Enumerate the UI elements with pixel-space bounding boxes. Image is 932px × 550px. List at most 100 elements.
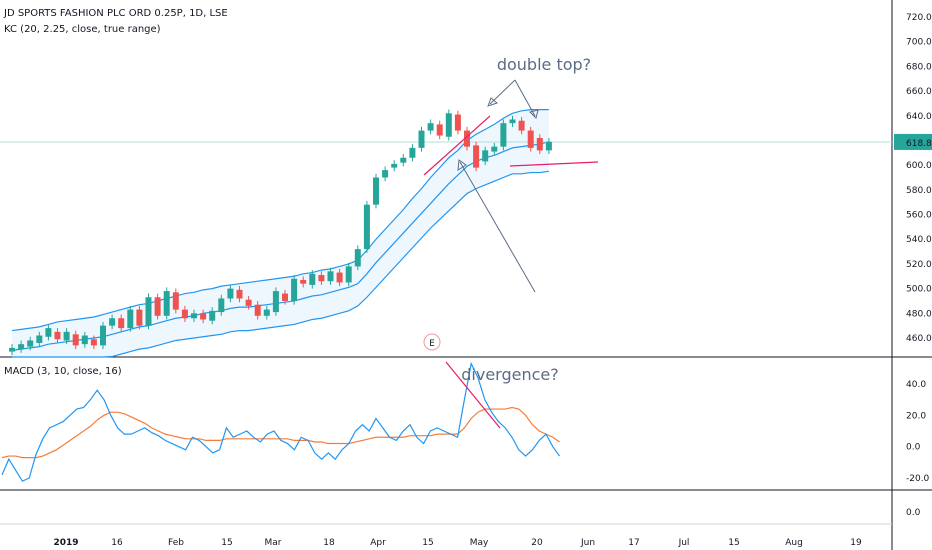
candle[interactable] (145, 297, 152, 326)
candle[interactable] (100, 325, 106, 346)
kc-upper-line (11, 108, 549, 332)
candle[interactable] (163, 291, 170, 316)
kc-lower-line (12, 170, 549, 358)
macd-indicator-label: MACD (3, 10, close, 16) (4, 366, 122, 377)
trendline-support[interactable] (509, 161, 599, 167)
price-tick-label: 540.0 (906, 235, 932, 245)
candle[interactable] (136, 309, 143, 326)
candle[interactable] (9, 347, 15, 352)
candle[interactable] (309, 273, 316, 285)
candle[interactable] (118, 318, 125, 329)
annotation-divergence: divergence? (461, 365, 558, 384)
candle[interactable] (464, 130, 470, 147)
candle[interactable] (254, 304, 261, 316)
arrowhead (487, 97, 499, 107)
time-tick-label: Feb (168, 538, 184, 548)
trendline-divergence[interactable] (445, 361, 501, 429)
candle[interactable] (345, 266, 352, 283)
candle[interactable] (172, 292, 179, 310)
candle[interactable] (527, 130, 534, 148)
candle[interactable] (445, 113, 452, 137)
kc-indicator-label: KC (20, 2.25, close, true range) (4, 24, 161, 35)
time-tick-label: May (470, 538, 489, 548)
candle[interactable] (436, 124, 443, 136)
candle[interactable] (409, 147, 416, 158)
candle[interactable] (236, 289, 243, 299)
arrowhead (529, 109, 539, 119)
candle[interactable] (327, 271, 334, 282)
price-tick-label: 480.0 (906, 309, 932, 319)
candle[interactable] (154, 297, 161, 316)
candle[interactable] (536, 137, 543, 151)
price-tick-label: 640.0 (906, 112, 932, 122)
candle[interactable] (418, 130, 425, 148)
macd-tick-label: 20.0 (906, 411, 926, 421)
price-tick-label: 560.0 (906, 211, 932, 221)
earnings-marker-label: E (429, 339, 435, 349)
annotation-double-top: double top? (497, 55, 591, 74)
candle[interactable] (373, 177, 379, 205)
candle[interactable] (282, 293, 288, 301)
candle[interactable] (54, 331, 61, 340)
time-tick-label: 16 (111, 538, 123, 548)
time-tick-label: Jul (678, 538, 690, 548)
candle[interactable] (72, 334, 79, 346)
candle[interactable] (27, 340, 34, 347)
candle[interactable] (500, 123, 507, 147)
candle[interactable] (491, 146, 498, 152)
arrow-line (459, 161, 536, 293)
candle[interactable] (45, 328, 52, 337)
candle[interactable] (318, 275, 325, 282)
price-tick-label: 460.0 (906, 334, 932, 344)
candle[interactable] (400, 157, 407, 163)
candle[interactable] (227, 288, 234, 299)
candle[interactable] (382, 170, 389, 178)
candle[interactable] (454, 114, 461, 131)
volume-pane-tick-label: 0.0 (906, 508, 921, 518)
candle[interactable] (263, 309, 270, 316)
time-tick-label: 15 (422, 538, 433, 548)
candle[interactable] (181, 309, 188, 319)
candle[interactable] (291, 278, 298, 301)
price-tick-label: 580.0 (906, 186, 932, 196)
macd-tick-label: 0.0 (906, 443, 921, 453)
arrowhead (457, 159, 467, 171)
candle[interactable] (545, 141, 552, 151)
candle[interactable] (245, 299, 252, 306)
time-tick-label: 17 (628, 538, 639, 548)
price-tick-label: 700.0 (906, 38, 932, 48)
price-tick-label: 520.0 (906, 260, 932, 270)
candle[interactable] (300, 279, 307, 284)
candle[interactable] (36, 335, 43, 343)
candle[interactable] (18, 344, 25, 350)
candle[interactable] (209, 310, 216, 321)
candle[interactable] (109, 318, 116, 326)
candle[interactable] (391, 163, 398, 168)
candle[interactable] (518, 120, 525, 131)
candle[interactable] (363, 204, 370, 250)
candle[interactable] (509, 119, 516, 124)
candle[interactable] (473, 145, 480, 168)
time-tick-label: 19 (850, 538, 862, 548)
candle[interactable] (127, 309, 134, 329)
candle[interactable] (90, 339, 97, 346)
chart-title: JD SPORTS FASHION PLC ORD 0.25P, 1D, LSE (4, 8, 228, 19)
earnings-marker-icon[interactable] (423, 333, 441, 351)
candle[interactable] (427, 123, 434, 131)
trendline-highs[interactable] (423, 115, 491, 176)
signal-line (1, 406, 560, 459)
price-tick-label: 720.0 (906, 13, 932, 23)
candle[interactable] (200, 313, 207, 320)
candle[interactable] (336, 272, 343, 283)
candle[interactable] (272, 291, 279, 313)
candle[interactable] (191, 313, 197, 319)
kc-channel-fill (12, 109, 549, 357)
candle[interactable] (482, 150, 489, 162)
candle[interactable] (63, 331, 70, 341)
last-price-label: 618.8 (906, 139, 932, 149)
candle[interactable] (354, 249, 361, 267)
candle[interactable] (218, 298, 225, 313)
macd-tick-label: 40.0 (906, 380, 926, 390)
candle[interactable] (81, 335, 88, 345)
